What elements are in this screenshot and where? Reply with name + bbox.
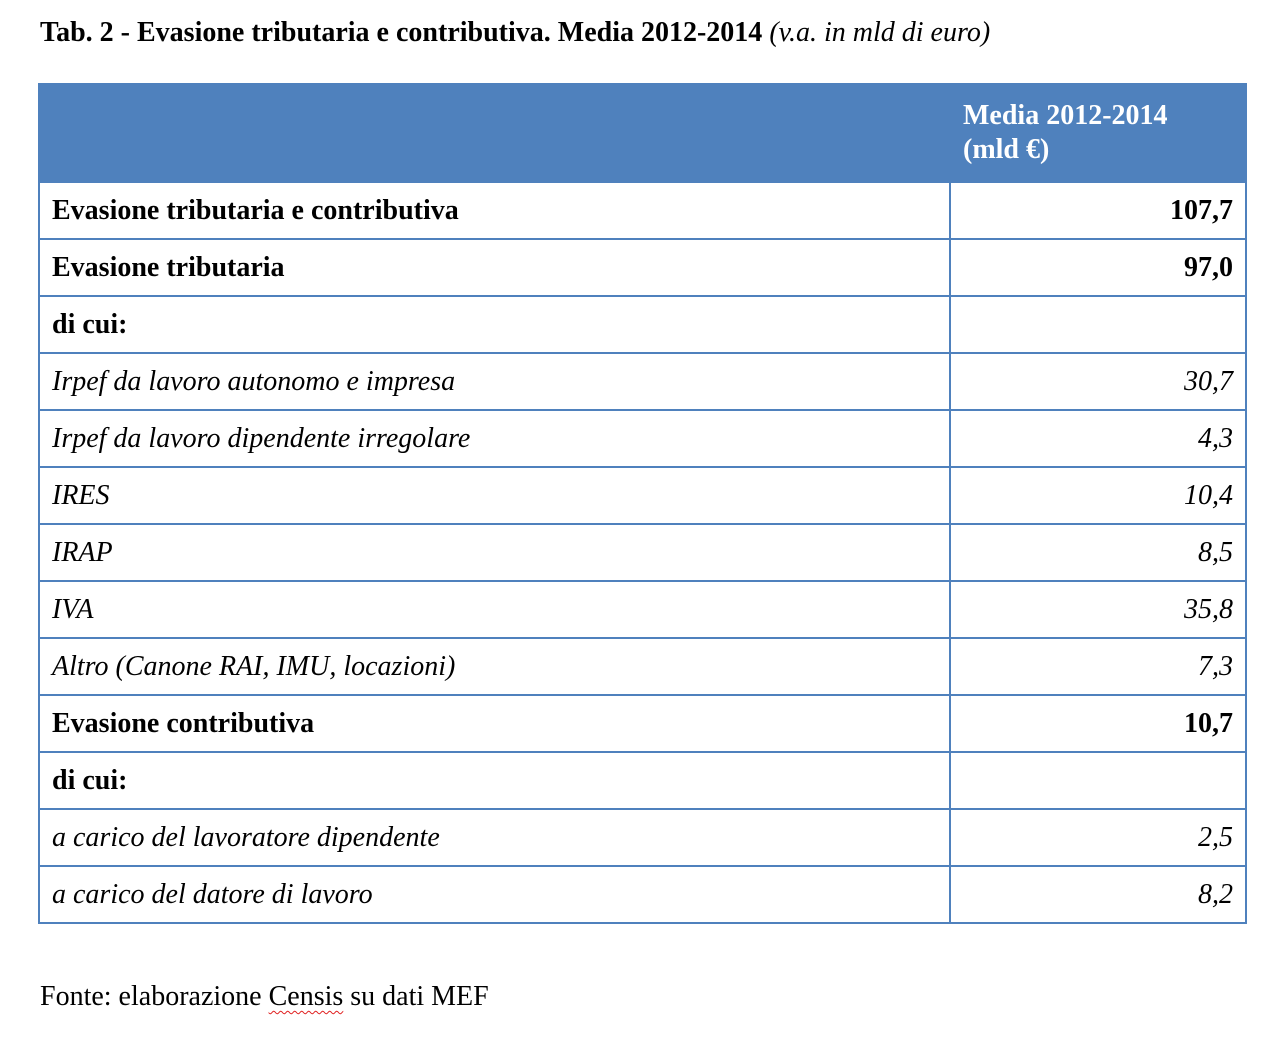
row-value xyxy=(949,751,1247,810)
table-row: IVA 35,8 xyxy=(38,580,1247,639)
source-suffix: su dati MEF xyxy=(343,981,489,1012)
row-label: a carico del datore di lavoro xyxy=(38,865,951,924)
row-value: 30,7 xyxy=(949,352,1247,411)
table-row: Irpef da lavoro autonomo e impresa 30,7 xyxy=(38,352,1247,411)
row-value: 4,3 xyxy=(949,409,1247,468)
row-label: Evasione tributaria xyxy=(38,238,951,297)
source-prefix: Fonte: elaborazione xyxy=(40,981,269,1012)
table-row: Evasione contributiva 10,7 xyxy=(38,694,1247,753)
row-value: 10,7 xyxy=(949,694,1247,753)
row-label: di cui: xyxy=(38,295,951,354)
table-header-row: Media 2012-2014 (mld €) xyxy=(38,83,1247,183)
row-label: IVA xyxy=(38,580,951,639)
title-unit: (v.a. in mld di euro) xyxy=(769,17,991,48)
source-spell-word: Censis xyxy=(268,981,344,1012)
table-row: di cui: xyxy=(38,751,1247,810)
header-value-line1: Media 2012-2014 xyxy=(963,100,1168,131)
table-body: Evasione tributaria e contributiva 107,7 E… xyxy=(38,181,1247,924)
row-value: 107,7 xyxy=(949,181,1247,240)
row-label: IRES xyxy=(38,466,951,525)
row-label: Irpef da lavoro dipendente irregolare xyxy=(38,409,951,468)
row-value xyxy=(949,295,1247,354)
row-value: 7,3 xyxy=(949,637,1247,696)
row-label: Altro (Canone RAI, IMU, locazioni) xyxy=(38,637,951,696)
row-value: 2,5 xyxy=(949,808,1247,867)
header-value-line2: (mld €) xyxy=(963,134,1050,165)
data-table: Media 2012-2014 (mld €) Evasione tributa… xyxy=(38,83,1247,924)
row-value: 35,8 xyxy=(949,580,1247,639)
table-title: Tab. 2 - Evasione tributaria e contribut… xyxy=(40,14,990,52)
table-row: Altro (Canone RAI, IMU, locazioni) 7,3 xyxy=(38,637,1247,696)
table-row: a carico del datore di lavoro 8,2 xyxy=(38,865,1247,924)
table-row: Irpef da lavoro dipendente irregolare 4,3 xyxy=(38,409,1247,468)
row-value: 97,0 xyxy=(949,238,1247,297)
title-main: Tab. 2 - Evasione tributaria e contribut… xyxy=(40,17,763,48)
row-label: IRAP xyxy=(38,523,951,582)
table-row: a carico del lavoratore dipendente 2,5 xyxy=(38,808,1247,867)
row-value: 10,4 xyxy=(949,466,1247,525)
table-row: Evasione tributaria 97,0 xyxy=(38,238,1247,297)
header-value-cell: Media 2012-2014 (mld €) xyxy=(949,83,1247,183)
row-label: Evasione contributiva xyxy=(38,694,951,753)
header-label-cell xyxy=(38,83,951,183)
source-note: Fonte: elaborazione Censis su dati MEF xyxy=(40,980,489,1014)
table-row: IRES 10,4 xyxy=(38,466,1247,525)
table-row: IRAP 8,5 xyxy=(38,523,1247,582)
row-label: di cui: xyxy=(38,751,951,810)
table-row: di cui: xyxy=(38,295,1247,354)
row-label: Irpef da lavoro autonomo e impresa xyxy=(38,352,951,411)
row-value: 8,2 xyxy=(949,865,1247,924)
table-row: Evasione tributaria e contributiva 107,7 xyxy=(38,181,1247,240)
row-label: Evasione tributaria e contributiva xyxy=(38,181,951,240)
row-value: 8,5 xyxy=(949,523,1247,582)
row-label: a carico del lavoratore dipendente xyxy=(38,808,951,867)
